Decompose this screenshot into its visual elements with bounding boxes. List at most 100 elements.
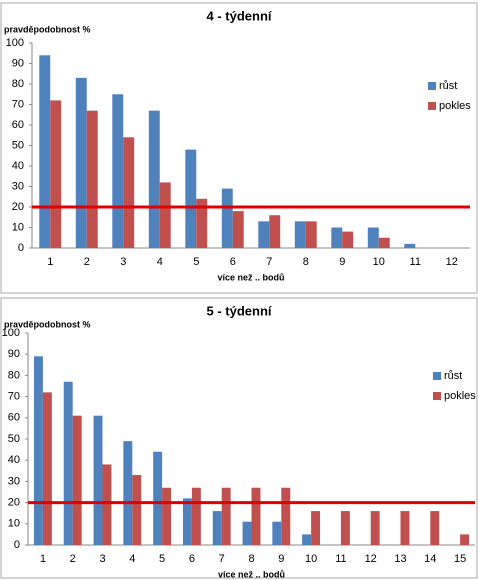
bar [232,211,244,248]
y-tick-label: 30 [12,180,24,192]
y-tick-label: 60 [8,412,20,424]
y-tick-label: 20 [8,497,20,509]
y-tick-label: 20 [12,201,24,213]
y-tick-label: 90 [12,57,24,69]
legend-label: pokles [444,390,476,402]
y-tick-label: 40 [12,160,24,172]
bar [331,227,343,248]
bar [42,392,52,545]
bar [182,498,192,545]
bar [302,534,312,545]
legend-label: pokles [439,100,471,112]
bar [242,521,252,545]
bar [305,221,317,248]
bar [39,55,51,248]
bar [212,511,222,545]
legend-label: růst [444,370,462,382]
x-tick-label: 4 [157,256,163,268]
x-tick-label: 1 [40,553,46,565]
y-axis-label: pravděpodobnost % [4,319,91,329]
bar [123,441,133,545]
bar [159,182,171,248]
bar [221,487,231,545]
bar [185,149,197,248]
x-tick-label: 3 [120,256,126,268]
bar [132,475,142,545]
x-tick-label: 6 [189,553,195,565]
x-tick-label: 11 [335,553,346,565]
bar [404,243,416,248]
bar [367,227,379,248]
y-tick-label: 80 [12,78,24,90]
x-tick-label: 6 [230,256,236,268]
y-tick-label: 30 [8,475,20,487]
bar [123,137,135,248]
y-tick-label: 60 [12,119,24,131]
bar [191,487,201,545]
chart-title: 4 - týdenní [206,8,271,23]
y-tick-label: 50 [12,139,24,151]
x-tick-label: 8 [303,256,309,268]
bar [294,221,306,248]
x-tick-label: 10 [373,256,385,268]
bar [33,356,43,545]
y-axis-label: pravděpodobnost % [4,24,91,34]
y-tick-label: 0 [14,539,20,551]
y-tick-label: 100 [6,37,24,49]
legend-swatch [428,82,436,90]
y-tick-label: 100 [2,327,20,339]
bar [258,221,270,248]
x-tick-label: 15 [454,553,466,565]
y-tick-label: 10 [12,221,24,233]
bar [148,110,160,249]
x-tick-label: 7 [219,553,225,565]
bar [162,487,172,545]
x-tick-label: 10 [305,553,317,565]
bar [281,487,291,545]
bar [72,415,82,545]
x-tick-label: 2 [70,553,76,565]
x-tick-label: 8 [248,553,254,565]
y-tick-label: 80 [8,369,20,381]
legend-swatch [428,102,436,110]
x-tick-label: 14 [424,553,436,565]
y-tick-label: 10 [8,518,20,530]
bar [93,415,103,545]
x-tick-label: 5 [193,256,199,268]
bar [340,511,350,545]
bar [460,534,470,545]
x-tick-label: 12 [365,553,377,565]
y-tick-label: 70 [12,98,24,110]
bar [75,77,87,248]
x-tick-label: 12 [446,256,458,268]
x-axis-label: více než .. bodů [218,569,285,579]
x-tick-label: 9 [339,256,345,268]
x-tick-label: 3 [99,553,105,565]
bar [269,215,281,248]
x-tick-label: 4 [129,553,135,565]
x-tick-label: 11 [410,256,421,268]
x-tick-label: 5 [159,553,165,565]
bar [153,451,163,545]
bar [112,94,124,248]
y-tick-label: 40 [8,454,20,466]
bar [370,511,380,545]
x-tick-label: 1 [47,256,53,268]
y-tick-label: 0 [18,242,24,254]
bar [86,110,98,249]
chart-frame [0,2,478,294]
bar [342,231,354,248]
chart-frame [0,297,478,579]
bar [400,511,410,545]
bar [63,381,73,545]
y-tick-label: 50 [8,433,20,445]
bar [272,521,282,545]
bar [430,511,440,545]
legend-swatch [433,392,441,400]
x-tick-label: 9 [278,553,284,565]
bar [378,237,390,248]
x-tick-label: 2 [84,256,90,268]
bar [50,100,62,249]
legend-swatch [433,372,441,380]
